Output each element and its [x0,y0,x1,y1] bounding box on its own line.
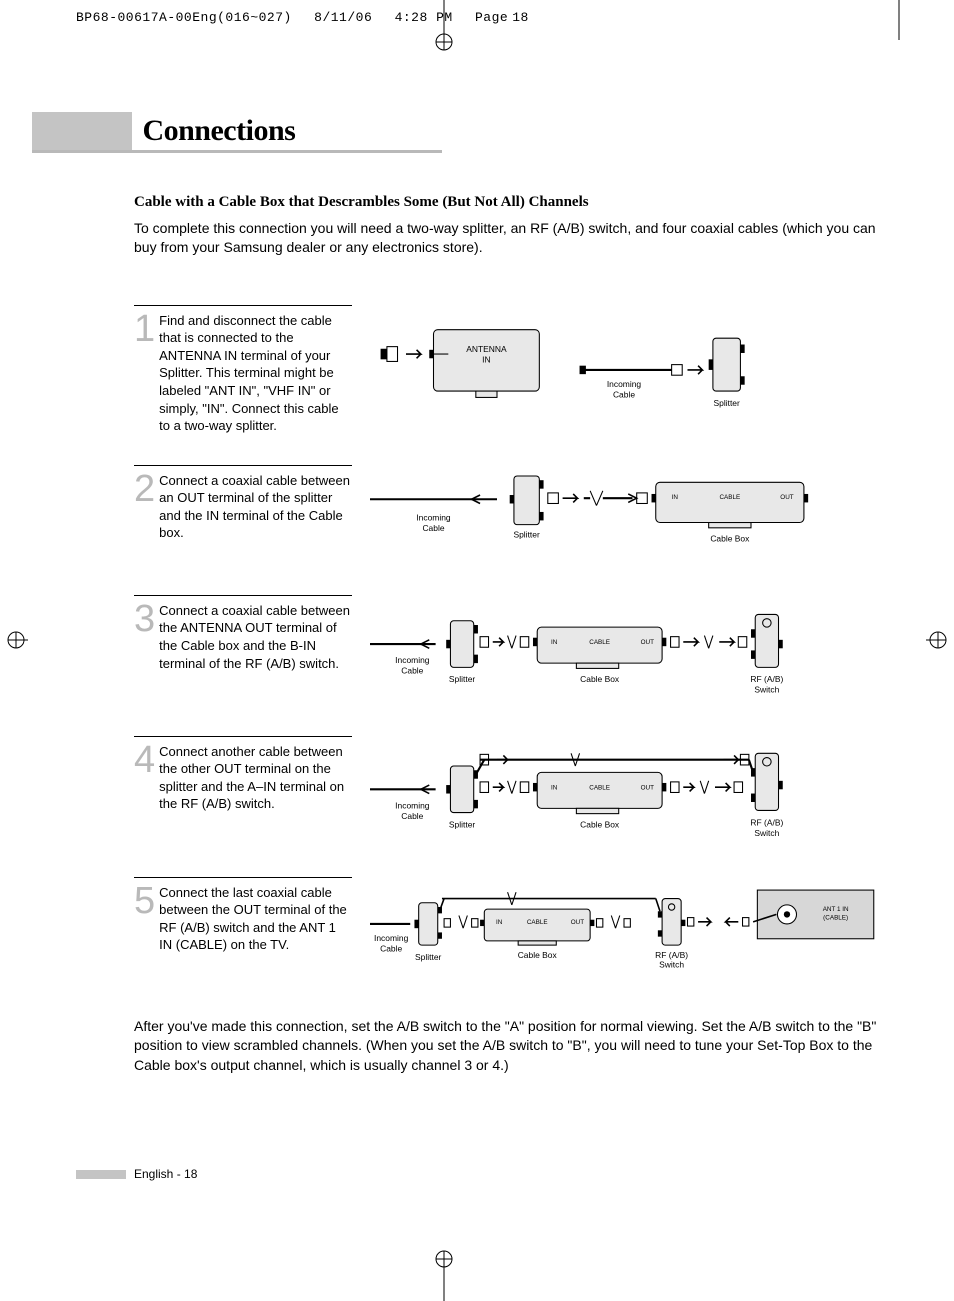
svg-text:RF (A/B): RF (A/B) [750,817,783,827]
svg-text:IN: IN [496,918,503,925]
label-antenna-in: ANTENNA [466,344,507,354]
step-3: 3 Connect a coaxial cable between the AN… [134,595,878,706]
steps-list: 1 Find and disconnect the cable that is … [134,305,878,977]
afterword-paragraph: After you've made this connection, set t… [134,1017,878,1076]
step-1: 1 Find and disconnect the cable that is … [134,305,878,435]
svg-text:Cable: Cable [613,389,635,399]
step-2-number: 2 [134,470,155,565]
content-area: Cable with a Cable Box that Descrambles … [134,194,878,1076]
sub-heading: Cable with a Cable Box that Descrambles … [134,194,878,211]
step-4-text: Connect another cable between the other … [159,743,352,847]
svg-text:Incoming: Incoming [395,655,430,665]
svg-text:RF (A/B): RF (A/B) [750,674,783,684]
svg-text:OUT: OUT [780,494,793,501]
header-meta: BP68-00617A-00Eng(016~027) 8/11/06 4:28 … [76,10,543,25]
svg-text:Switch: Switch [754,828,779,838]
cut-line-top-right [898,0,900,40]
step-1-diagram: ANTENNA IN Incoming Cable [370,305,878,435]
step-2-text: Connect a coaxial cable between an OUT t… [159,472,352,565]
meta-doc-id: BP68-00617A-00Eng(016~027) [76,10,292,25]
title-grey-block [32,112,132,150]
crop-mark-right [922,630,954,650]
svg-text:RF (A/B): RF (A/B) [655,949,688,959]
footer-grey-block [76,1170,126,1179]
label-incoming-2: Incoming [416,512,451,522]
svg-text:OUT: OUT [571,918,584,925]
svg-text:CABLE: CABLE [589,639,610,646]
meta-date: 8/11/06 [314,10,372,25]
meta-page-no: 18 [512,10,529,25]
svg-text:CABLE: CABLE [527,918,548,925]
step-1-text: Find and disconnect the cable that is co… [159,312,352,435]
svg-text:IN: IN [551,784,558,791]
svg-text:Switch: Switch [659,959,684,969]
step-3-diagram: Incoming Cable Splitter [370,595,878,706]
page-footer: English - 18 [76,1167,197,1181]
svg-text:Cable Box: Cable Box [580,674,620,684]
svg-text:OUT: OUT [641,784,654,791]
svg-text:Cable Box: Cable Box [580,819,620,829]
svg-text:(CABLE): (CABLE) [823,914,848,921]
svg-text:Cable: Cable [380,943,402,953]
step-4-number: 4 [134,741,155,847]
label-splitter-2: Splitter [513,529,539,539]
intro-paragraph: To complete this connection you will nee… [134,219,878,257]
step-2: 2 Connect a coaxial cable between an OUT… [134,465,878,565]
label-splitter-1: Splitter [714,398,740,408]
svg-text:Incoming: Incoming [395,800,430,810]
svg-text:IN: IN [672,494,679,501]
step-2-diagram: Incoming Cable Splitter [370,465,878,565]
svg-text:OUT: OUT [641,639,654,646]
svg-text:Cable: Cable [422,523,444,533]
svg-text:ANT 1 IN: ANT 1 IN [823,906,849,913]
step-4: 4 Connect another cable between the othe… [134,736,878,847]
step-3-number: 3 [134,600,155,706]
label-incoming-1: Incoming [607,379,642,389]
step-5-diagram: Incoming Cable Splitter [370,877,878,977]
step-1-number: 1 [134,310,155,435]
svg-text:Switch: Switch [754,685,779,695]
label-cablebox-2: Cable Box [710,533,750,543]
crop-mark-bottom [434,1249,454,1301]
meta-time: 4:28 PM [395,10,453,25]
svg-text:IN: IN [482,354,490,364]
step-3-text: Connect a coaxial cable between the ANTE… [159,602,352,706]
section-title: Connections [142,114,295,150]
svg-text:Splitter: Splitter [415,951,441,961]
svg-text:CABLE: CABLE [589,784,610,791]
svg-text:Cable Box: Cable Box [518,949,558,959]
svg-text:Incoming: Incoming [374,932,409,942]
step-5-number: 5 [134,882,155,977]
step-5: 5 Connect the last coaxial cable between… [134,877,878,977]
step-4-diagram: Incoming Cable Splitter [370,736,878,847]
svg-text:Cable: Cable [401,666,423,676]
svg-text:Splitter: Splitter [449,819,475,829]
svg-text:Cable: Cable [401,811,423,821]
section-title-bar: Connections [32,112,442,153]
svg-text:CABLE: CABLE [719,494,740,501]
footer-page-label: English - 18 [134,1167,197,1181]
meta-page-word: Page [475,10,508,25]
crop-mark-top [434,0,454,52]
step-5-text: Connect the last coaxial cable between t… [159,884,352,977]
svg-text:IN: IN [551,639,558,646]
svg-text:Splitter: Splitter [449,674,475,684]
crop-mark-left [0,630,32,650]
